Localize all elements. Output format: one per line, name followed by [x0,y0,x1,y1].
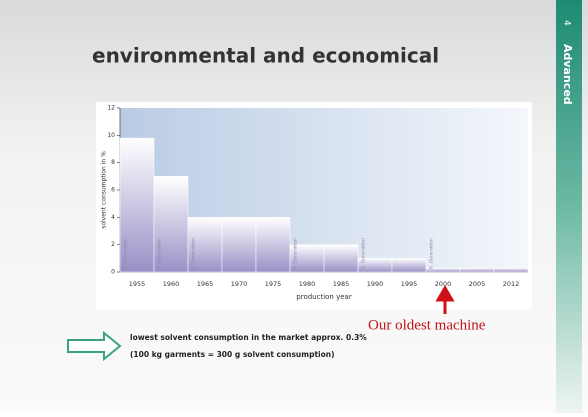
x-tick-label: 1990 [367,280,384,288]
x-tick-label: 1985 [333,280,350,288]
x-tick-label: 1980 [299,280,316,288]
bar [324,245,358,272]
y-axis-label: solvent consumption in % [101,151,108,229]
bar [256,217,290,272]
note-line: (100 kg garments = 300 g solvent consump… [130,350,335,359]
x-tick-label: 2000 [435,280,452,288]
x-tick-label: 1975 [265,280,282,288]
y-tick-label: 4 [111,214,115,221]
y-tick-label: 6 [111,187,115,194]
generation-label: 1. Generation [123,238,129,269]
x-tick-label: 1970 [231,280,248,288]
generation-label: 6. Generation [429,238,435,269]
bar [222,217,256,272]
x-tick-label: 2005 [469,280,486,288]
x-tick-label: 2012 [503,280,520,288]
y-tick-label: 8 [111,159,115,166]
generation-label: 2. Generation [157,238,163,269]
bar [460,268,494,272]
x-axis-label: production year [296,293,352,301]
generation-label: 5. Generation [361,238,367,269]
y-tick-label: 12 [107,105,115,112]
y-tick-label: 0 [111,269,115,276]
tab-label: Advanced [561,44,574,105]
x-tick-label: 1965 [197,280,214,288]
title: environmental and economical [92,44,439,68]
generation-label: 3. Generation [191,238,197,269]
note-line: lowest solvent consumption in the market… [130,333,367,342]
bar [392,258,426,272]
page: 4 Advanced environmental and economical … [0,0,588,413]
bar [494,268,528,272]
y-tick-label: 2 [111,241,115,248]
x-tick-label: 1960 [163,280,180,288]
generation-label: 4. Generation [293,238,299,269]
tab-number: 4 [562,20,572,26]
y-tick-label: 10 [107,132,115,139]
x-tick-label: 1995 [401,280,418,288]
x-tick-label: 1955 [129,280,146,288]
annotation: Our oldest machine [368,317,486,333]
